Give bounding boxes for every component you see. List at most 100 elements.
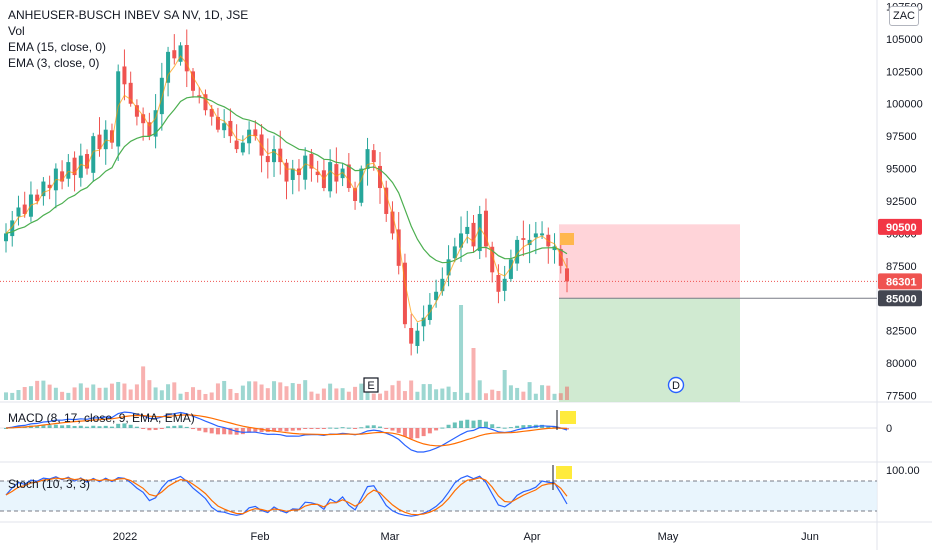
- volume-bar: [365, 392, 370, 400]
- macd-histogram-bar: [315, 428, 320, 429]
- volume-bar: [141, 366, 146, 400]
- symbol-title[interactable]: ANHEUSER-BUSCH INBEV SA NV, 1D, JSE: [8, 8, 249, 22]
- time-tick-label: Mar: [381, 531, 400, 543]
- macd-histogram-bar: [303, 428, 308, 429]
- macd-histogram-bar: [552, 426, 557, 428]
- macd-histogram-bar: [128, 424, 133, 428]
- candle-body: [178, 45, 183, 62]
- candle-body: [353, 188, 358, 201]
- chart-legend: ANHEUSER-BUSCH INBEV SA NV, 1D, JSE Vol …: [8, 7, 248, 71]
- macd-histogram-bar: [340, 427, 345, 429]
- volume-bar: [303, 380, 308, 400]
- macd-histogram-bar: [259, 428, 264, 433]
- macd-histogram-bar: [78, 425, 83, 428]
- candle-body: [128, 82, 133, 104]
- legend-ema15[interactable]: EMA (15, close, 0): [8, 40, 107, 54]
- volume-bar: [78, 383, 83, 400]
- candle-body: [396, 229, 401, 266]
- candle-body: [153, 110, 158, 137]
- candle-body: [340, 168, 345, 179]
- candle-body: [533, 233, 538, 238]
- volume-bar: [334, 388, 339, 400]
- volume-bar: [378, 393, 382, 400]
- volume-bar: [296, 383, 301, 400]
- macd-histogram-bar: [378, 426, 382, 428]
- candle-body: [440, 278, 445, 292]
- last-price-tag-label: 86301: [886, 276, 917, 288]
- macd-label[interactable]: MACD (8, 17, close, 9, EMA, EMA): [8, 411, 195, 425]
- volume-bar: [402, 391, 407, 400]
- macd-histogram-bar: [203, 428, 208, 433]
- candle-body: [172, 50, 177, 59]
- macd-histogram-bar: [284, 428, 289, 432]
- time-tick-label: Feb: [251, 531, 270, 543]
- candle-body: [109, 130, 114, 143]
- macd-histogram-bar: [172, 425, 177, 428]
- macd-histogram-bar: [184, 426, 189, 428]
- volume-bar: [116, 381, 121, 400]
- legend-ema3[interactable]: EMA (3, close, 0): [8, 56, 100, 70]
- candle-body: [496, 274, 501, 292]
- macd-histogram-bar: [459, 420, 464, 428]
- stoch-band: [0, 481, 877, 511]
- alert-flag: [556, 466, 572, 479]
- volume-bar: [521, 391, 526, 400]
- macd-histogram-bar: [53, 424, 58, 428]
- macd-histogram-bar: [109, 426, 114, 428]
- volume-bar: [284, 386, 289, 400]
- candle-body: [471, 222, 476, 247]
- candle-body: [272, 149, 277, 163]
- volume-bar: [184, 391, 189, 400]
- volume-bar: [315, 393, 320, 400]
- currency-button[interactable]: ZAC: [889, 6, 919, 26]
- volume-bar: [128, 389, 133, 400]
- macd-histogram-bar: [240, 428, 245, 435]
- volume-bar: [159, 390, 164, 400]
- candle-body: [85, 154, 90, 169]
- volume-bar: [35, 380, 40, 400]
- price-tick-label: 105000: [886, 34, 923, 46]
- volume-bar: [103, 387, 108, 400]
- volume-bar: [215, 383, 220, 400]
- macd-histogram-bar: [521, 425, 526, 428]
- macd-histogram-bar: [384, 428, 389, 429]
- macd-histogram-bar: [66, 425, 71, 428]
- price-axis: 1075001050001025001000009750095000925009…: [886, 1, 923, 477]
- volume-bar: [209, 392, 214, 400]
- macd-histogram-bar: [465, 419, 470, 428]
- volume-bar: [321, 388, 326, 400]
- legend-vol[interactable]: Vol: [8, 24, 25, 38]
- macd-histogram-bar: [546, 425, 551, 428]
- volume-bar: [546, 385, 551, 400]
- macd-histogram-bar: [85, 426, 90, 428]
- target-zone: [559, 298, 740, 402]
- candle-body: [459, 233, 464, 248]
- macd-histogram-bar: [228, 428, 233, 435]
- volume-bar: [540, 385, 545, 400]
- macd-histogram-bar: [565, 428, 569, 430]
- volume-bar: [565, 386, 569, 400]
- earnings-marker-label: E: [367, 380, 374, 392]
- macd-histogram-bar: [508, 427, 513, 429]
- volume-bar: [259, 384, 264, 400]
- volume-bar: [508, 385, 513, 400]
- volume-bar: [552, 393, 557, 400]
- candle-body: [103, 129, 108, 150]
- volume-bar: [172, 382, 177, 400]
- price-tick-label: 102500: [886, 66, 923, 78]
- volume-bar: [240, 385, 245, 400]
- stoch-label[interactable]: Stoch (10, 3, 3): [8, 477, 91, 491]
- candle-body: [359, 168, 364, 203]
- macd-histogram-bar: [359, 427, 364, 429]
- time-tick-label: Jun: [801, 531, 819, 543]
- macd-histogram-bar: [222, 428, 227, 435]
- macd-histogram-bar: [365, 425, 370, 428]
- alert-flag: [560, 411, 576, 424]
- candle-body: [477, 213, 482, 252]
- candle-body: [371, 150, 376, 163]
- candle-body: [346, 164, 351, 189]
- volume-bar: [147, 380, 152, 400]
- volume-bar: [533, 393, 538, 400]
- dividend-marker-label: D: [672, 380, 680, 392]
- volume-bar: [446, 386, 451, 400]
